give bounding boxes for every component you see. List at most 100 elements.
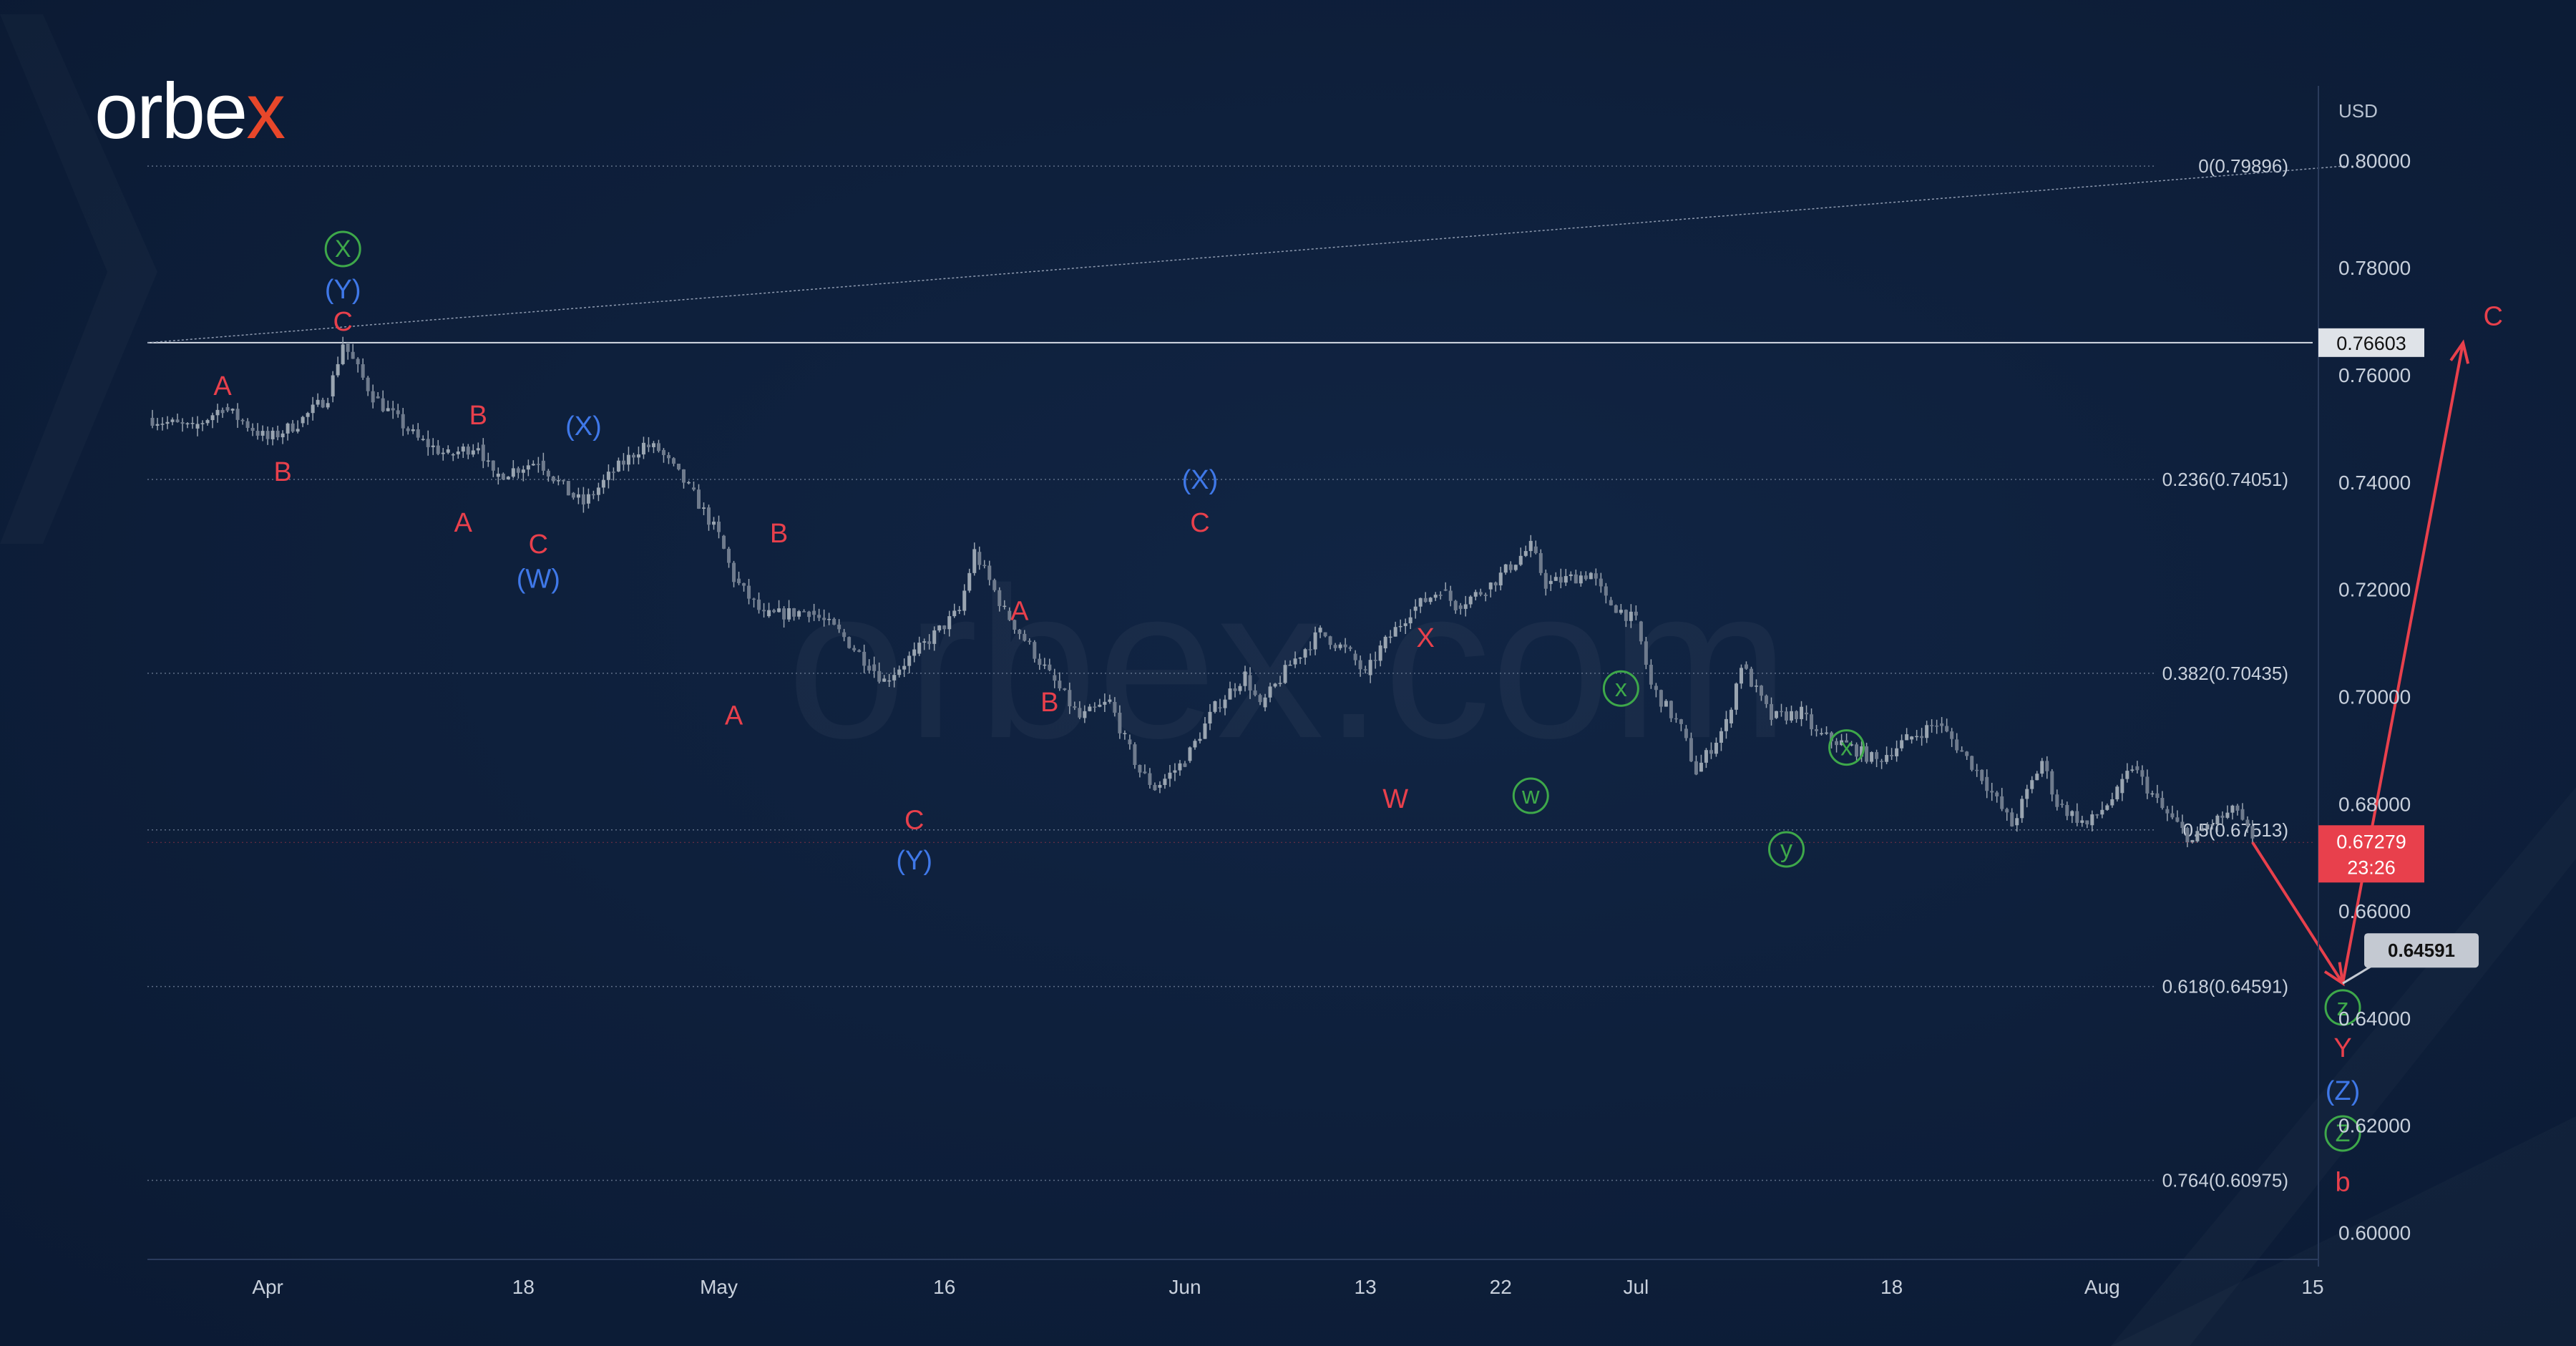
candle-body [1368, 660, 1372, 676]
candle-body [1318, 628, 1322, 633]
candle-body [2065, 804, 2069, 816]
candle-body [2250, 826, 2255, 839]
candle-body [446, 449, 450, 453]
candle-body [822, 618, 826, 620]
fib-label: 0.5(0.67513) [2183, 819, 2288, 841]
candle-body [1118, 712, 1122, 733]
candle-body [291, 423, 295, 432]
candle-body [1689, 738, 1693, 761]
candle-body [1153, 784, 1157, 791]
candle-body [466, 447, 470, 455]
wave-label: b [2335, 1167, 2350, 1197]
candle-body [1880, 761, 1884, 762]
candle-body [571, 492, 575, 498]
candle-body [150, 417, 155, 426]
candle-body [1423, 598, 1428, 603]
candle-body [2110, 799, 2114, 806]
candle-body [280, 433, 285, 438]
candle-body [1875, 752, 1879, 759]
candle-body [2015, 818, 2019, 826]
candle-body [862, 651, 867, 666]
candle-body [371, 391, 375, 403]
candle-body [386, 408, 390, 411]
candle-body [1990, 791, 1994, 793]
candle-body [1248, 675, 1252, 691]
candle-body [1088, 706, 1092, 711]
candle-body [270, 430, 275, 439]
candle-body [1930, 725, 1934, 726]
wave-label: (Y) [325, 275, 361, 305]
candle-body [676, 464, 680, 469]
candle-body [1363, 669, 1367, 670]
candle-body [842, 632, 847, 638]
candle-body [1223, 699, 1227, 708]
candle-body [1704, 750, 1708, 763]
candle-body [767, 610, 771, 617]
candle-body [2155, 793, 2160, 799]
wave-label: x [1840, 734, 1853, 761]
candle-body [1103, 701, 1107, 705]
candle-body [1694, 761, 1698, 775]
candle-body [932, 630, 937, 644]
candle-body [2225, 812, 2230, 818]
candle-body [1023, 633, 1027, 641]
candle-body [1679, 719, 1683, 724]
candle-body [461, 447, 465, 452]
candle-body [190, 422, 195, 424]
candle-body [1503, 564, 1508, 573]
candle-body [2135, 766, 2140, 771]
candle-body [1820, 733, 1824, 735]
candle-body [2000, 796, 2004, 809]
candle-body [1178, 763, 1182, 771]
candle-body [1845, 740, 1849, 743]
candle-body [1403, 623, 1407, 626]
candle-body [1388, 636, 1392, 638]
candle-body [2200, 829, 2205, 832]
candle-body [1955, 739, 1959, 751]
candle-body [1584, 575, 1588, 580]
candle-body [426, 439, 430, 447]
candle-body [2185, 828, 2190, 843]
candle-body [2205, 824, 2210, 829]
candle-body [1599, 578, 1603, 587]
candle-body [1128, 739, 1132, 745]
wave-label: z [2337, 994, 2349, 1021]
candle-body [1413, 606, 1418, 611]
candle-body [1508, 564, 1513, 570]
candle-body [235, 409, 240, 420]
candle-body [827, 618, 831, 620]
candle-body [732, 562, 736, 582]
candle-body [1719, 731, 1723, 743]
candle-body [656, 443, 660, 452]
time-tick-label: Apr [252, 1276, 283, 1298]
candle-body [1770, 703, 1773, 720]
candle-body [1935, 725, 1939, 727]
candle-body [1288, 664, 1292, 666]
candle-body [476, 448, 480, 451]
candle-body [1393, 627, 1397, 637]
candle-body [2195, 831, 2200, 842]
candle-body [1995, 792, 1999, 796]
candle-body [356, 359, 360, 365]
target-callout-box [2364, 933, 2479, 968]
candle-body [752, 598, 756, 600]
candle-body [606, 472, 610, 480]
candle-body [2085, 820, 2089, 825]
wave-label: (X) [565, 411, 602, 442]
candle-body [1965, 751, 1969, 756]
fib-label: 0(0.79896) [2198, 155, 2288, 177]
candle-body [481, 444, 485, 462]
candle-body [596, 487, 600, 495]
candle-body [1865, 746, 1869, 762]
candle-body [1298, 657, 1302, 659]
current-price-label: 0.67279 [2336, 831, 2406, 852]
candle-body [631, 454, 635, 458]
wave-label: (Y) [896, 846, 932, 876]
candle-body [416, 429, 420, 438]
candle-body [1463, 604, 1468, 609]
candle-body [977, 552, 982, 565]
candle-body [2060, 804, 2064, 805]
candle-body [1068, 690, 1072, 707]
candle-body [200, 423, 205, 424]
